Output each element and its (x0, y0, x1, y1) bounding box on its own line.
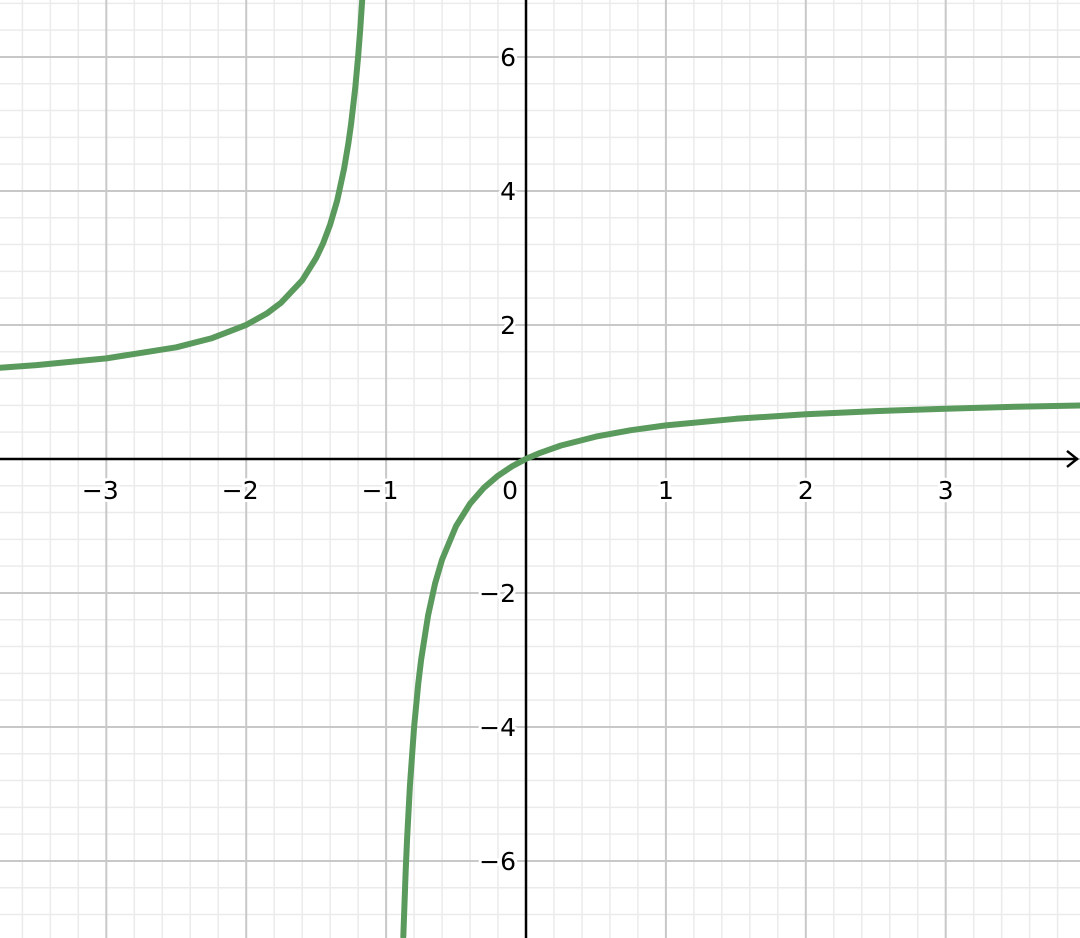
y-tick-label: 4 (500, 177, 516, 206)
x-tick-label: −3 (82, 476, 119, 505)
y-tick-label: −2 (479, 579, 516, 608)
tick-labels: −3 −2 −1 0 1 2 3 −6 −4 −2 2 4 6 (79, 40, 957, 879)
y-tick-label: 6 (500, 43, 516, 72)
y-tick-label: 2 (500, 311, 516, 340)
x-tick-label: 1 (658, 476, 674, 505)
x-tick-label: 3 (938, 476, 954, 505)
curve-left-branch (0, 0, 366, 371)
curve-right-branch (400, 402, 1080, 938)
x-tick-label: −1 (362, 476, 399, 505)
origin-label: 0 (502, 476, 518, 505)
y-tick-label: −4 (479, 713, 516, 742)
x-tick-label: 2 (798, 476, 814, 505)
x-axis-arrow-icon (1066, 449, 1080, 468)
y-tick-label: −6 (479, 847, 516, 876)
x-tick-label: −2 (222, 476, 259, 505)
